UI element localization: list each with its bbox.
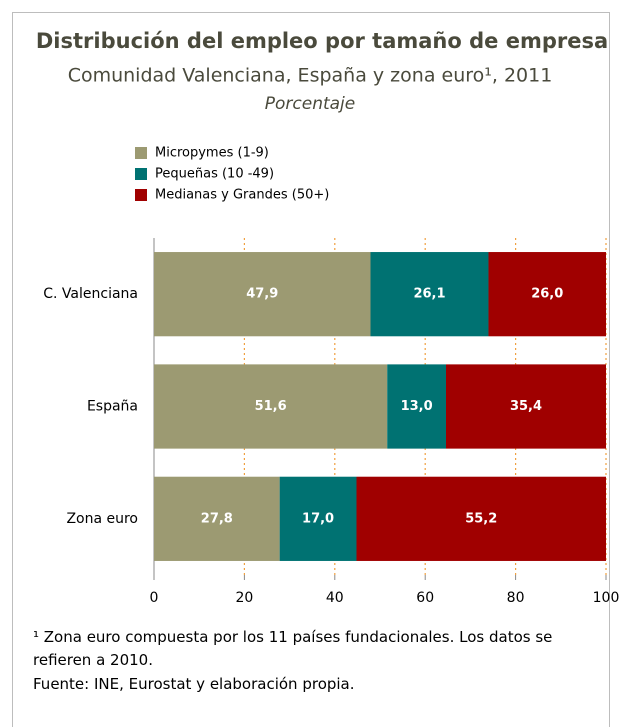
legend-swatch xyxy=(135,168,147,180)
data-label: 27,8 xyxy=(201,511,233,526)
legend-label: Medianas y Grandes (50+) xyxy=(155,188,329,203)
bar-segment xyxy=(154,476,280,561)
legend-label: Pequeñas (10 -49) xyxy=(155,167,274,182)
data-label: 47,9 xyxy=(246,287,278,302)
data-label: 35,4 xyxy=(510,399,542,414)
bar-segment xyxy=(387,364,446,449)
bar-segment xyxy=(356,476,606,561)
y-tick-label: España xyxy=(87,399,138,415)
data-label: 17,0 xyxy=(302,511,334,526)
data-label: 26,1 xyxy=(413,287,445,302)
unit-label: Porcentaje xyxy=(265,94,356,114)
chart-subtitle: Comunidad Valenciana, España y zona euro… xyxy=(68,65,553,87)
y-tick-label: Zona euro xyxy=(66,511,138,527)
x-tick-label: 100 xyxy=(593,590,620,606)
x-tick-label: 60 xyxy=(416,590,434,606)
data-label: 51,6 xyxy=(255,399,287,414)
data-label: 26,0 xyxy=(531,287,563,302)
bar-segment xyxy=(445,364,606,449)
legend-swatch xyxy=(135,147,147,159)
source: Fuente: INE, Eurostat y elaboración prop… xyxy=(33,675,355,693)
bar-segment xyxy=(154,252,371,337)
footnote: ¹ Zona euro compuesta por los 11 países … xyxy=(33,628,553,669)
bar-segment xyxy=(370,252,489,337)
data-label: 55,2 xyxy=(465,511,497,526)
data-label: 13,0 xyxy=(401,399,433,414)
frame xyxy=(12,12,610,727)
x-tick-label: 40 xyxy=(326,590,344,606)
x-tick-label: 0 xyxy=(150,590,159,606)
bar-segment xyxy=(154,364,388,449)
legend-label: Micropymes (1-9) xyxy=(155,146,269,161)
legend-swatch xyxy=(135,189,147,201)
y-tick-label: C. Valenciana xyxy=(43,286,138,302)
bar-segment xyxy=(488,252,606,337)
chart-title: Distribución del empleo por tamaño de em… xyxy=(36,29,608,53)
x-tick-label: 80 xyxy=(507,590,525,606)
bar-segment xyxy=(279,476,357,561)
x-tick-label: 20 xyxy=(235,590,253,606)
